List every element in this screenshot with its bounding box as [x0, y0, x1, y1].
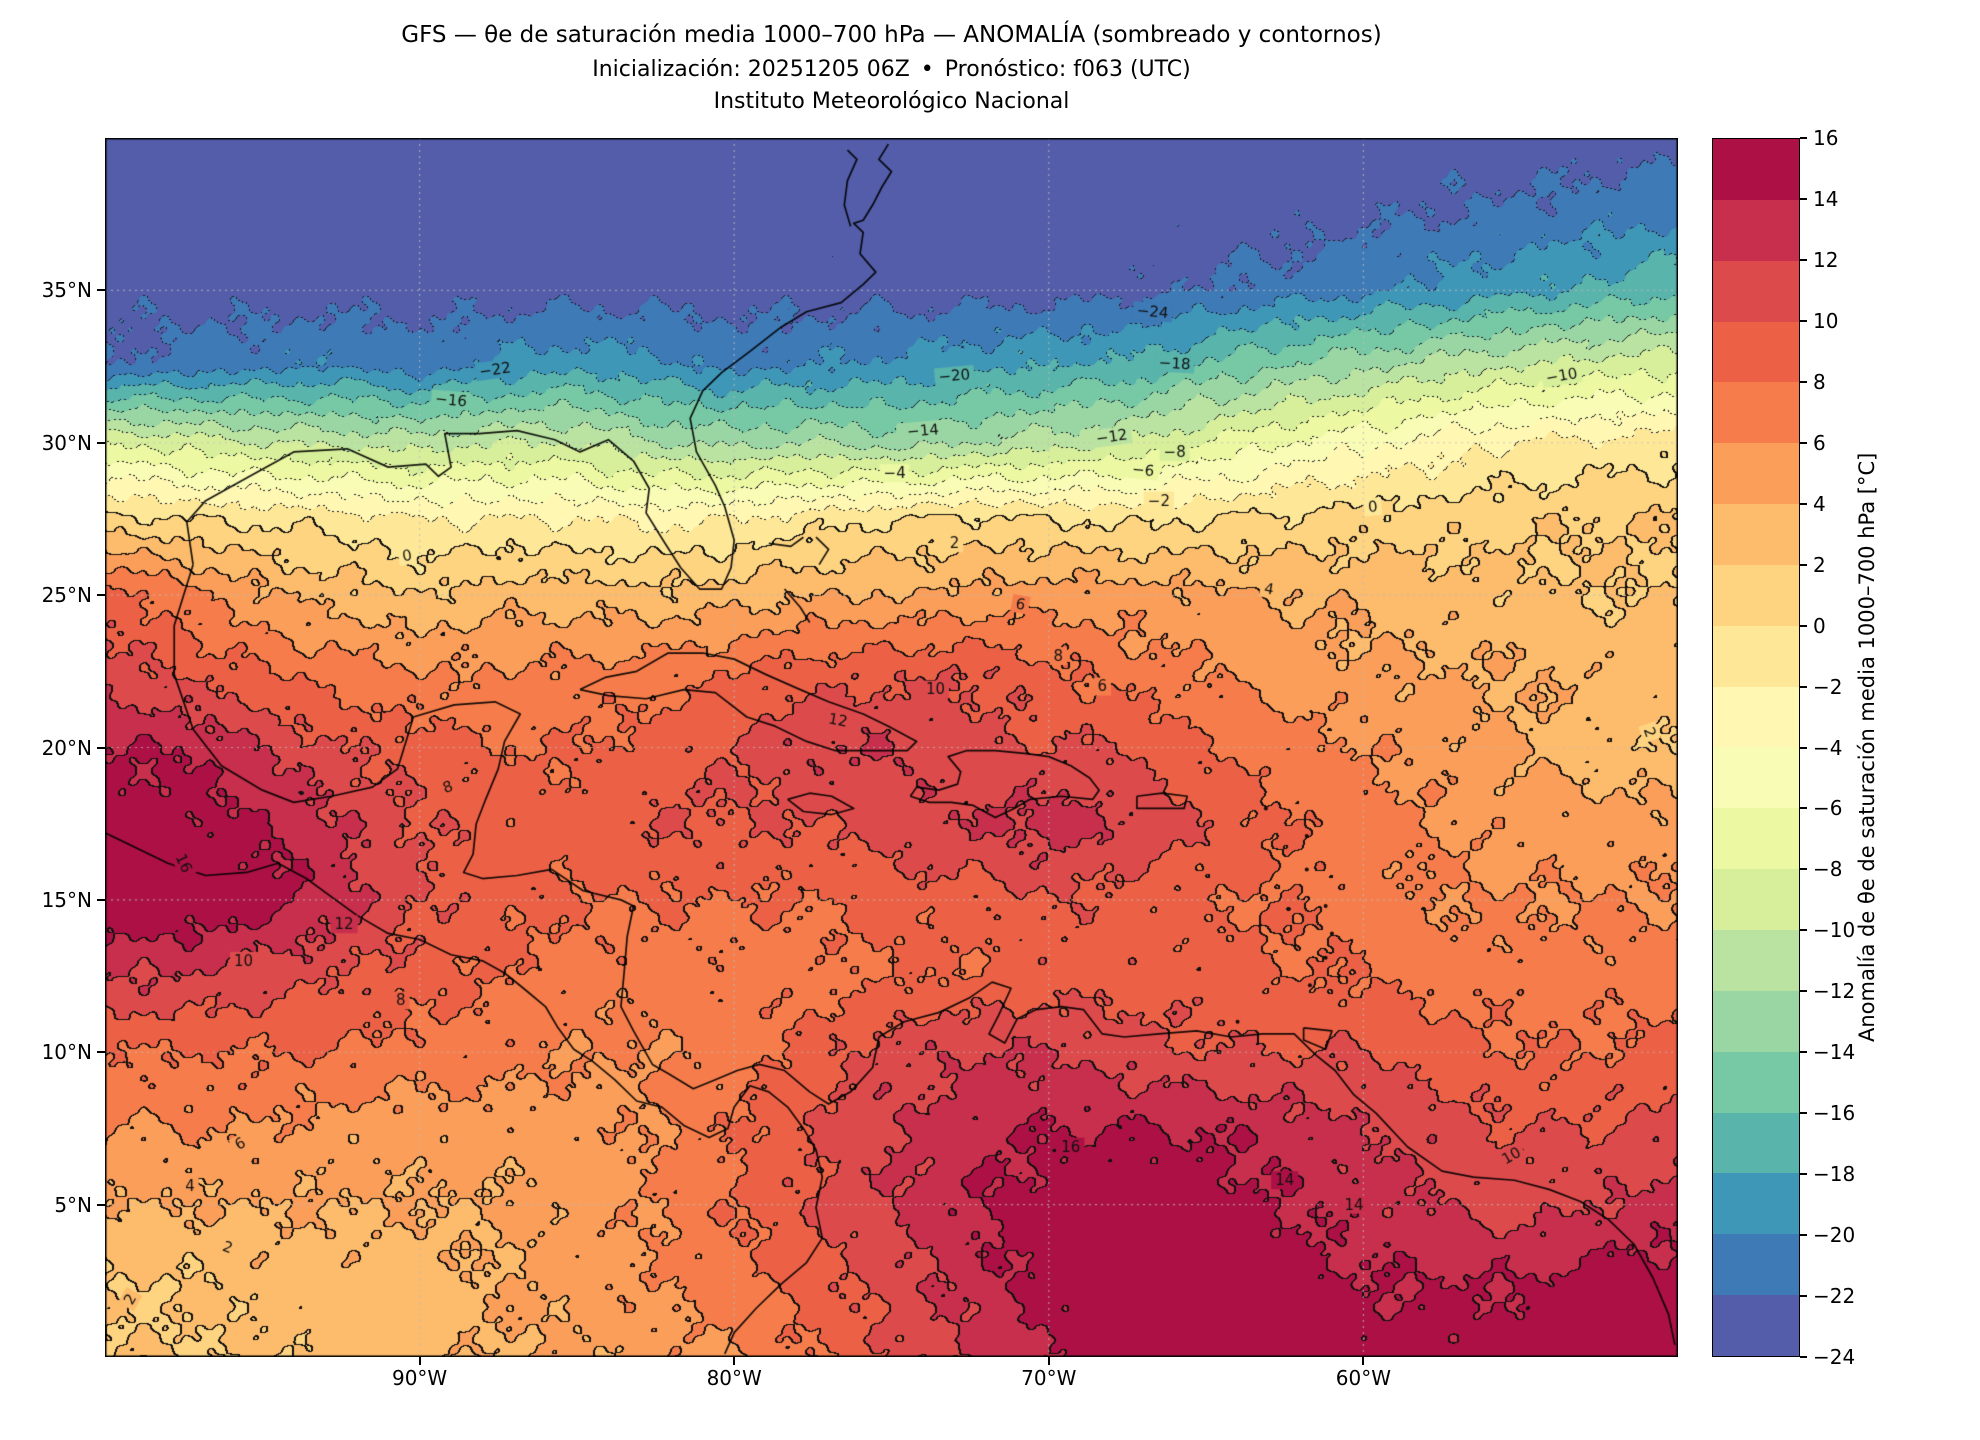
colorbar-tick-label: 0 — [1813, 613, 1826, 638]
y-tickmark — [97, 898, 105, 901]
title-block: GFS — θe de saturación media 1000–700 hP… — [105, 22, 1678, 114]
colorbar-tick-label: −18 — [1813, 1162, 1856, 1187]
colorbar-tick-label: 8 — [1813, 369, 1826, 394]
colorbar-segment — [1713, 443, 1799, 505]
colorbar-segment — [1713, 1051, 1799, 1113]
x-tick-label: 80°W — [706, 1366, 762, 1390]
y-tickmark — [97, 441, 105, 444]
colorbar-tick-label: 2 — [1813, 552, 1826, 577]
colorbar-label: Anomalía de θe de saturación media 1000–… — [1855, 452, 1879, 1043]
map-canvas — [105, 138, 1678, 1357]
colorbar-tick-label: 4 — [1813, 491, 1826, 516]
colorbar-tickmark — [1800, 990, 1807, 993]
colorbar-tick-label: −4 — [1813, 735, 1843, 760]
colorbar-tick-label: 12 — [1813, 247, 1839, 272]
colorbar-tick-label: 6 — [1813, 430, 1826, 455]
colorbar-segment — [1713, 1295, 1799, 1356]
x-tick-label: 90°W — [391, 1366, 448, 1390]
colorbar-tick-label: 14 — [1813, 186, 1839, 211]
colorbar-tickmark — [1800, 868, 1807, 871]
colorbar-tickmark — [1800, 502, 1807, 505]
colorbar-tick-label: 10 — [1813, 308, 1839, 333]
colorbar — [1712, 138, 1800, 1357]
chart-title: GFS — θe de saturación media 1000–700 hP… — [401, 22, 1382, 48]
colorbar-tick-label: −14 — [1813, 1040, 1856, 1065]
x-tick-label: 60°W — [1335, 1366, 1392, 1390]
y-tickmark — [97, 594, 105, 597]
colorbar-tickmark — [1800, 197, 1807, 200]
colorbar-tickmark — [1800, 929, 1807, 932]
colorbar-segment — [1713, 1173, 1799, 1235]
x-tickmark — [1047, 1357, 1050, 1365]
colorbar-segment — [1713, 1112, 1799, 1174]
colorbar-tickmark — [1800, 258, 1807, 261]
colorbar-tick-label: −16 — [1813, 1101, 1856, 1126]
colorbar-segment — [1713, 625, 1799, 687]
colorbar-segment — [1713, 869, 1799, 930]
colorbar-tick-label: −2 — [1813, 674, 1843, 699]
colorbar-tickmark — [1800, 563, 1807, 566]
y-tickmark — [97, 1051, 105, 1054]
colorbar-tickmark — [1800, 137, 1807, 139]
x-tick-label: 70°W — [1021, 1366, 1077, 1390]
colorbar-tickmark — [1800, 319, 1807, 322]
colorbar-segment — [1713, 504, 1799, 565]
chart-subtitle-institution: Instituto Meteorológico Nacional — [713, 89, 1070, 114]
y-tickmark — [97, 1203, 105, 1206]
colorbar-tick-label: −12 — [1813, 979, 1856, 1004]
y-tick-label: 25°N — [41, 583, 92, 608]
colorbar-tick-label: −6 — [1813, 796, 1843, 821]
colorbar-segment — [1713, 260, 1799, 322]
colorbar-tick-label: −10 — [1813, 918, 1856, 943]
x-tickmark — [1362, 1357, 1365, 1365]
colorbar-tick-label: −24 — [1813, 1345, 1856, 1369]
y-tick-label: 30°N — [41, 430, 92, 455]
colorbar-tick-label: −22 — [1813, 1284, 1856, 1309]
y-tick-label: 35°N — [41, 278, 92, 303]
colorbar-segment — [1713, 808, 1799, 870]
colorbar-tickmark — [1800, 1356, 1807, 1358]
colorbar-tick-label: 16 — [1813, 126, 1839, 150]
y-tick-label: 15°N — [41, 887, 92, 912]
colorbar-segment — [1713, 199, 1799, 261]
colorbar-tickmark — [1800, 1051, 1807, 1054]
x-tickmark — [733, 1357, 736, 1365]
colorbar-segment — [1713, 139, 1799, 200]
colorbar-tickmark — [1800, 441, 1807, 444]
colorbar-segment — [1713, 747, 1799, 809]
y-tickmark — [97, 289, 105, 292]
chart-subtitle-init-forecast: Inicialización: 20251205 06Z • Pronóstic… — [592, 57, 1191, 82]
y-tick-label: 20°N — [41, 735, 92, 760]
colorbar-tickmark — [1800, 1173, 1807, 1176]
colorbar-segment — [1713, 382, 1799, 444]
colorbar-tick-label: −8 — [1813, 857, 1843, 882]
colorbar-segment — [1713, 1234, 1799, 1296]
colorbar-segment — [1713, 564, 1799, 626]
colorbar-segment — [1713, 929, 1799, 991]
colorbar-tickmark — [1800, 1112, 1807, 1115]
colorbar-tickmark — [1800, 1234, 1807, 1237]
y-tick-label: 5°N — [54, 1192, 92, 1217]
colorbar-segment — [1713, 686, 1799, 748]
colorbar-segment — [1713, 321, 1799, 383]
y-tick-label: 10°N — [41, 1040, 92, 1065]
colorbar-tickmark — [1800, 624, 1807, 627]
y-tickmark — [97, 746, 105, 749]
x-tickmark — [418, 1357, 421, 1365]
colorbar-tickmark — [1800, 380, 1807, 383]
colorbar-tickmark — [1800, 685, 1807, 688]
colorbar-tickmark — [1800, 807, 1807, 810]
colorbar-tick-label: −20 — [1813, 1223, 1856, 1248]
colorbar-tickmark — [1800, 1295, 1807, 1298]
colorbar-tickmark — [1800, 746, 1807, 749]
colorbar-segment — [1713, 990, 1799, 1052]
